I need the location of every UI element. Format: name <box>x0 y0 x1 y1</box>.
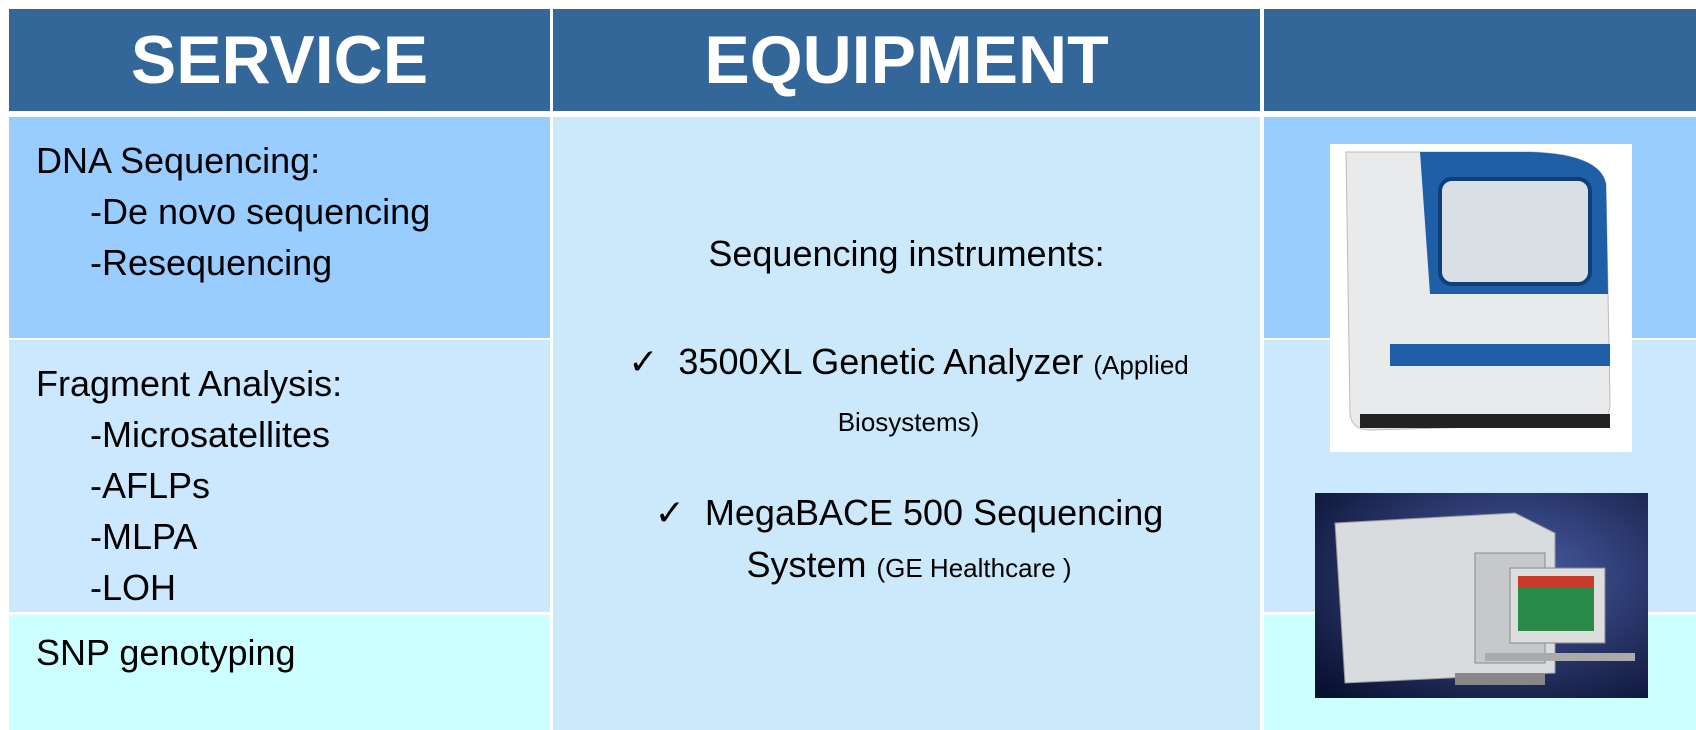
instrument-maker: (Applied Biosystems) <box>837 350 1189 437</box>
equipment-heading: Sequencing instruments: <box>708 233 1105 274</box>
equipment-item: ✓ 3500XL Genetic Analyzer (Applied Biosys… <box>573 335 1244 449</box>
service-item: -Microsatellites <box>90 414 331 455</box>
service-cell: Fragment Analysis: -Microsatellites -AFL… <box>9 340 550 612</box>
service-item: -Resequencing <box>90 242 333 283</box>
service-cell: SNP genotyping <box>9 615 550 730</box>
service-title: SNP genotyping <box>36 632 296 673</box>
service-cell: DNA Sequencing: -De novo sequencing -Res… <box>9 117 550 338</box>
top-margin <box>0 0 1696 9</box>
instrument-maker: (GE Healthcare ) <box>876 553 1072 583</box>
service-item: -AFLPs <box>90 465 211 506</box>
service-item: -LOH <box>90 567 177 608</box>
instrument-name: MegaBACE 500 Sequencing System <box>704 492 1164 585</box>
header-cell: SERVICE <box>9 9 550 111</box>
equipment-cell: Sequencing instruments: ✓ 3500XL Genetic … <box>553 117 1260 730</box>
service-item: -MLPA <box>90 516 198 557</box>
check: ✓ <box>628 341 659 382</box>
service-title: DNA Sequencing: <box>36 140 321 181</box>
service-item: -De novo sequencing <box>90 191 431 232</box>
analyzer-image <box>1330 144 1632 452</box>
check: ✓ <box>654 492 685 533</box>
header-cell <box>1264 9 1696 111</box>
service-title: Fragment Analysis: <box>36 363 343 404</box>
megabace-image <box>1315 493 1648 698</box>
equipment-item: ✓ MegaBACE 500 Sequencing System (GE Heal… <box>606 487 1212 594</box>
instrument-name: 3500XL Genetic Analyzer <box>678 341 1084 382</box>
header-cell: EQUIPMENT <box>553 9 1260 111</box>
